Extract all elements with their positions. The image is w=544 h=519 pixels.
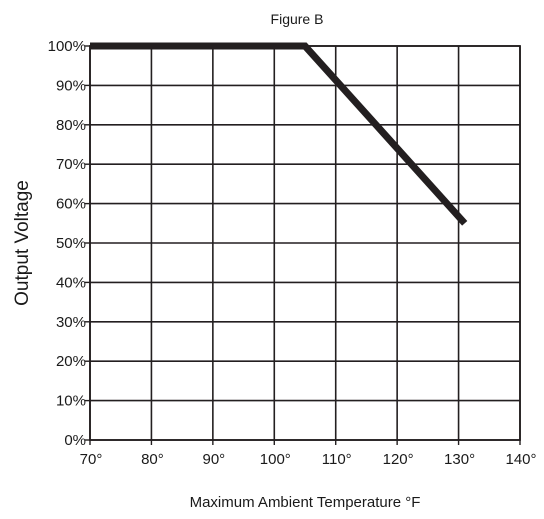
- x-tick-label: 130°: [444, 451, 475, 468]
- x-tick-label: 120°: [383, 451, 414, 468]
- series-layer: [90, 42, 468, 226]
- y-tick-label: 60%: [56, 196, 86, 213]
- y-tick-label: 10%: [56, 393, 86, 410]
- y-tick-label: 20%: [56, 353, 86, 370]
- grid: [85, 45, 521, 445]
- y-axis-title: Output Voltage: [12, 180, 33, 306]
- y-tick-label: 90%: [56, 77, 86, 94]
- x-tick-label: 110°: [322, 451, 352, 468]
- y-tick-label: 100%: [48, 38, 86, 55]
- x-axis-title: Maximum Ambient Temperature °F: [190, 494, 421, 511]
- series-line: [90, 42, 468, 226]
- x-tick-label: 100°: [260, 451, 291, 468]
- y-tick-label: 40%: [56, 274, 86, 291]
- x-tick-label: 80°: [141, 451, 164, 468]
- x-tick-label: 70°: [80, 451, 103, 468]
- y-tick-label: 80%: [56, 117, 86, 134]
- y-tick-label: 0%: [64, 432, 86, 449]
- y-tick-label: 30%: [56, 314, 86, 331]
- chart-title: Figure B: [271, 11, 324, 27]
- x-tick-label: 140°: [505, 451, 536, 468]
- y-tick-label: 50%: [56, 235, 86, 252]
- x-tick-label: 90°: [203, 451, 226, 468]
- y-tick-label: 70%: [56, 156, 86, 173]
- tick-labels: 70° 80° 90° 100° 110° 120° 130° 140° 0% 10% 20% 30%…: [48, 38, 537, 468]
